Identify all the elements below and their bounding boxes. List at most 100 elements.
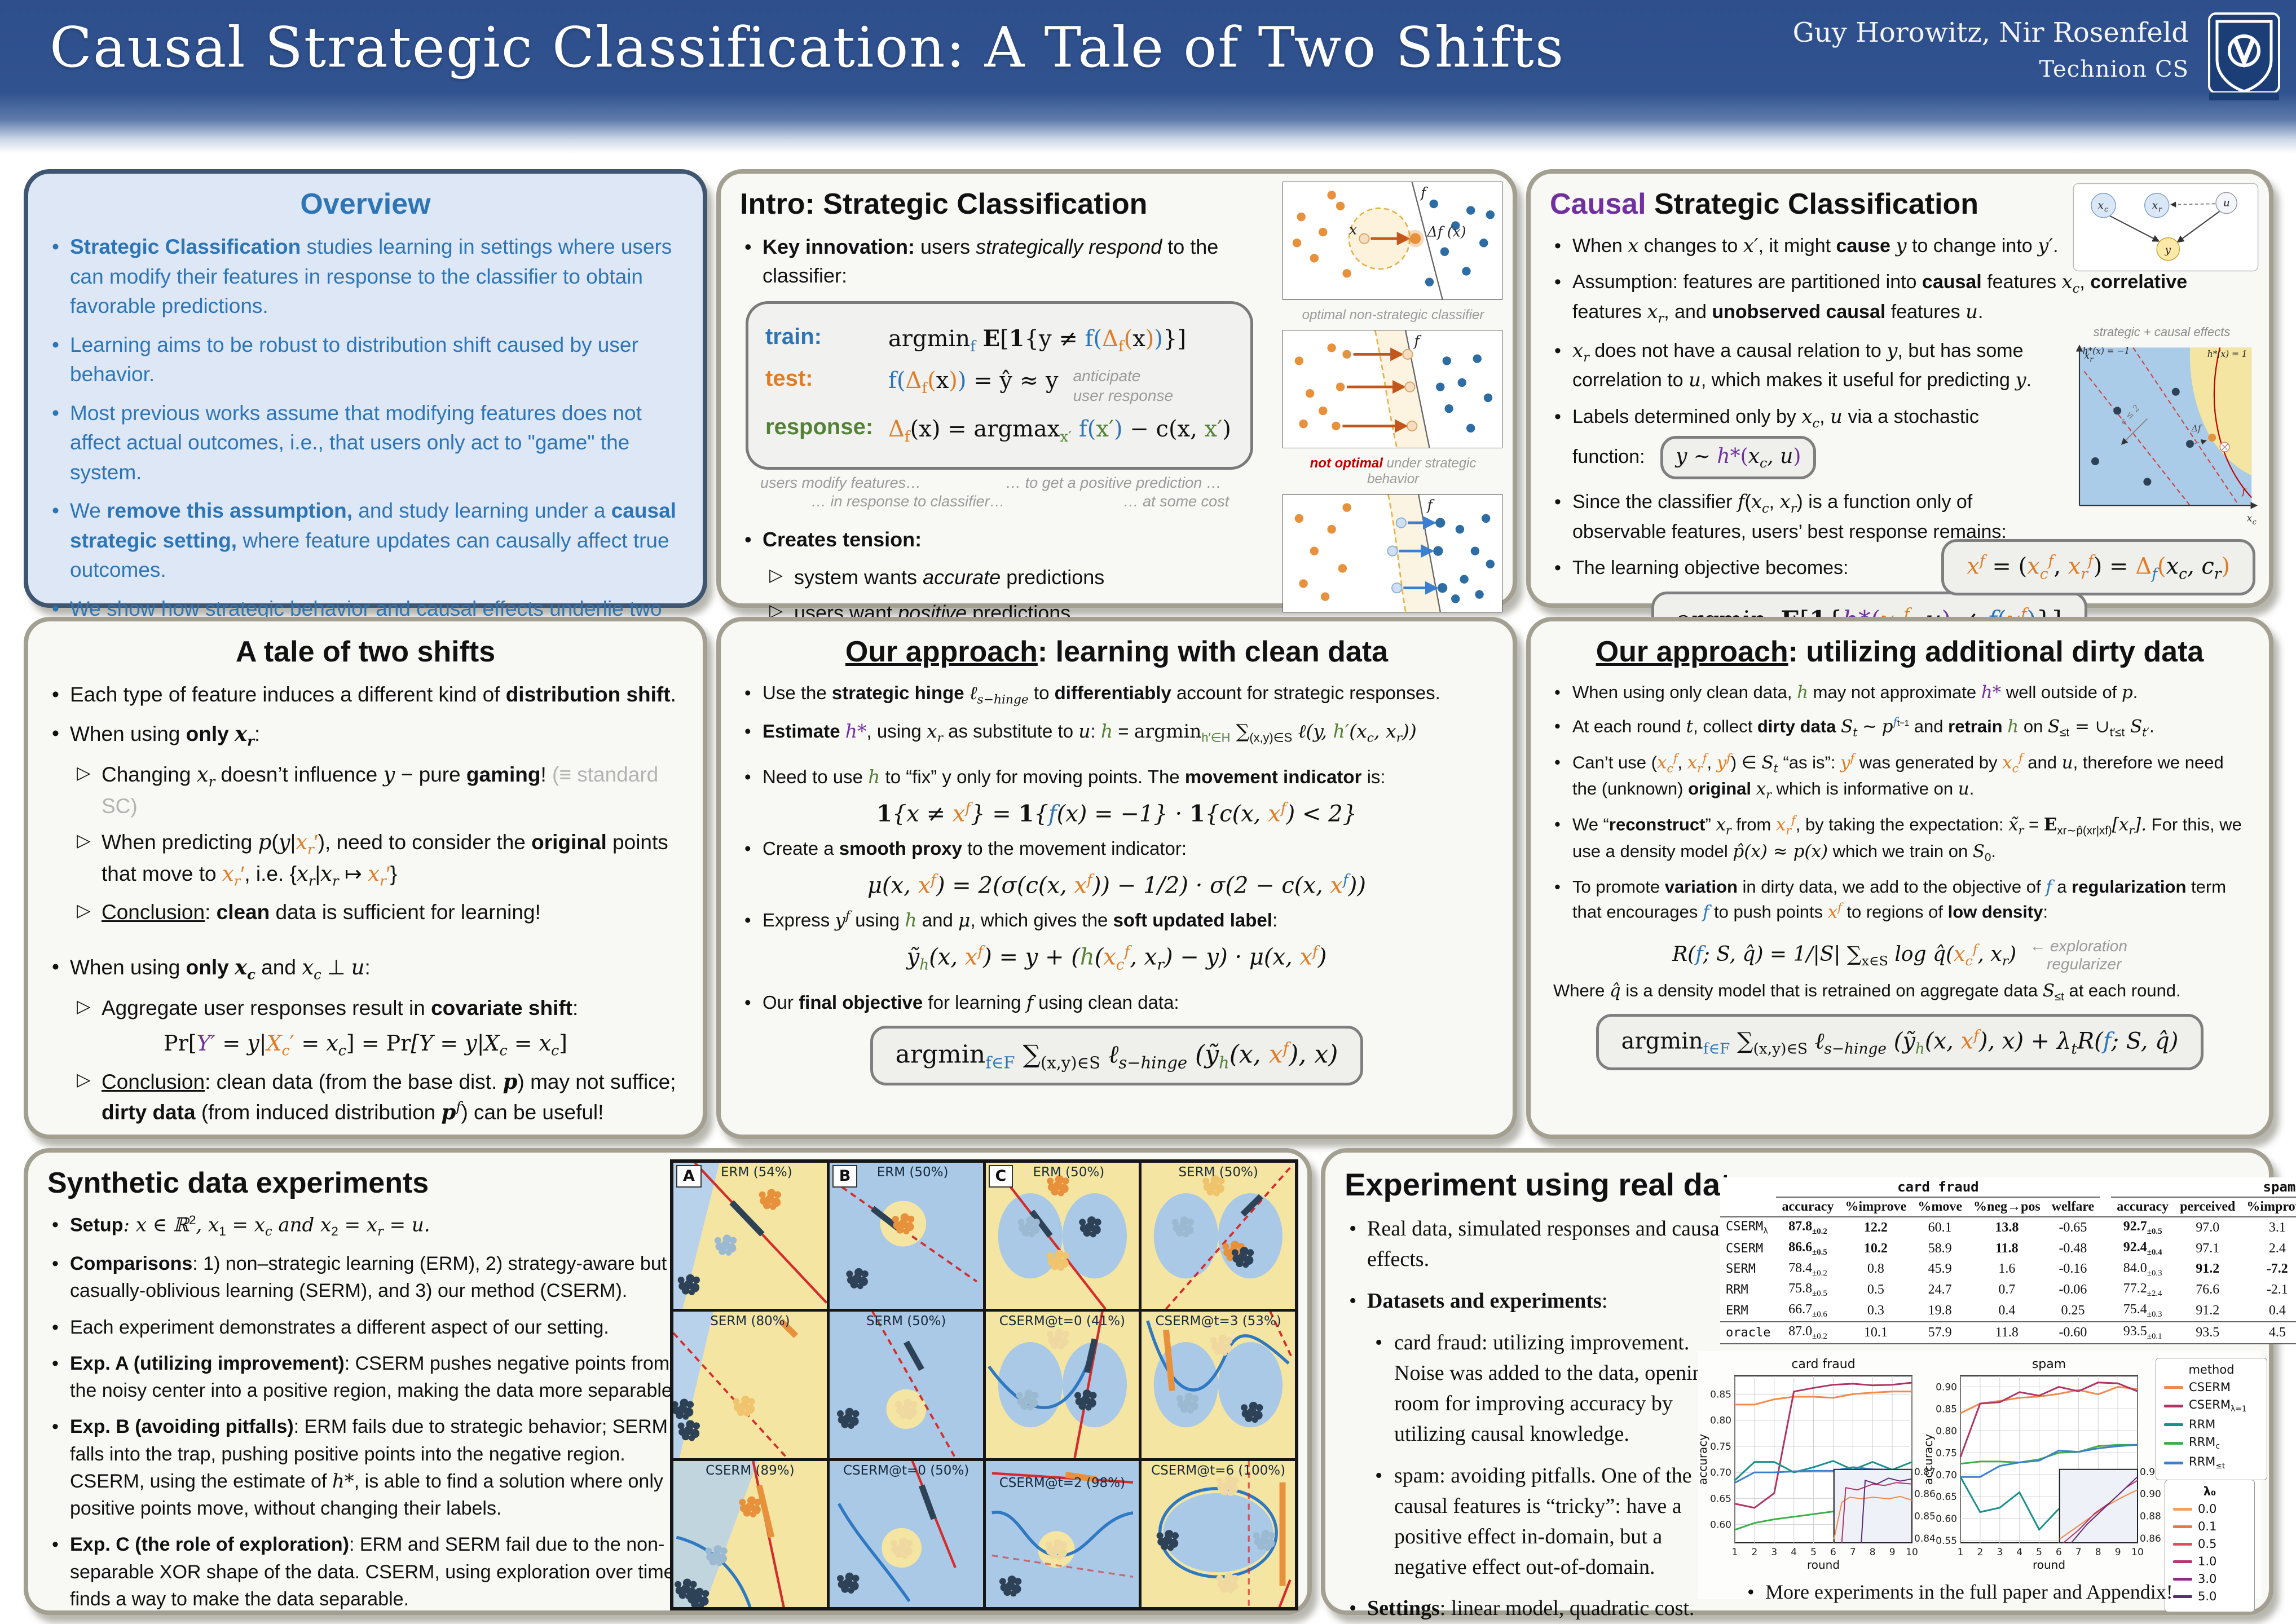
response-row: response: Δf(x) = argmaxx′ f(x′) − c(x, … [765, 414, 1233, 447]
svg-text:2: 2 [1751, 1547, 1757, 1558]
svg-text:8: 8 [2095, 1547, 2101, 1558]
legend-label: CSERMλ=1 [2189, 1398, 2247, 1414]
strategic-causal-figure: h*(x) = −1 h*(x) = 1 c ≤ 2 Δf f x r x c [2075, 345, 2258, 526]
header: Causal Strategic Classification: A Tale … [0, 0, 2296, 153]
clean-bullet: Need to use h to “fix” y only for moving… [740, 764, 1493, 791]
smooth-proxy-formula: μ(x, xf) = 2(σ(c(x, xf)) − 1/2) · σ(2 − … [867, 871, 1366, 899]
svg-text:c: c [2253, 518, 2257, 526]
svg-text:accuracy: accuracy [1923, 1434, 1935, 1485]
delta-label: Δf (x) [1427, 223, 1466, 240]
synthetic-bullet: Exp. C (the role of exploration): ERM an… [47, 1531, 690, 1613]
legend-swatch [2173, 1560, 2192, 1563]
causal-bullet: Assumption: features are partitioned int… [1550, 268, 2250, 328]
x-label: x [1349, 221, 1357, 237]
svg-text:0.60: 0.60 [1936, 1513, 1957, 1525]
causal-bullet: When x changes to x′, it might cause y t… [1550, 232, 2250, 260]
intro-key-bullet: Key innovation: users strategically resp… [740, 232, 1298, 290]
node-u: u [2223, 197, 2230, 209]
panel-title: CSERM (89%) [706, 1463, 795, 1478]
figure-nonstrategic: f x Δf (x) [1283, 182, 1502, 300]
overview-bullet: We remove this assumption, and study lea… [47, 496, 684, 585]
real-bullet: Datasets and experiments: [1345, 1286, 1734, 1317]
real-title: Experiment using real data [1345, 1167, 1748, 1202]
train-formula: argminf E[1{y ≠ f(Δf(x))}] [888, 325, 1187, 356]
annotations-row-1: users modify features… … to get a positi… [743, 474, 1298, 492]
svg-text:3: 3 [1997, 1547, 2003, 1558]
svg-text:round: round [2033, 1558, 2065, 1572]
svg-text:0.88: 0.88 [2140, 1511, 2161, 1522]
diagram-hneg: h*(x) = −1 [2083, 346, 2130, 356]
legend-label: 0.5 [2198, 1537, 2217, 1551]
authors-block: Guy Horowitz, Nir Rosenfeld Technion CS [1792, 17, 2189, 82]
legend-swatch [2173, 1525, 2192, 1528]
axis-xr: x [2084, 350, 2090, 361]
causal-title: Causal Strategic Classification [1550, 188, 1979, 220]
figure-caption: optimal non-strategic classifier [1302, 307, 1484, 323]
node-xc: x [2097, 200, 2104, 211]
svg-text:7: 7 [2075, 1547, 2082, 1558]
svg-text:r: r [2158, 206, 2162, 214]
shifts-subitem: Conclusion: clean data is sufficient for… [47, 898, 684, 928]
real-subbullet: card fraud: utilizing improvement. Noise… [1345, 1328, 1734, 1450]
causal-bullet: The learning objective becomes: [1550, 554, 2034, 582]
more-experiments-bullet: More experiments in the full paper and A… [1743, 1578, 2173, 1607]
annotation: … in response to classifier… [811, 492, 1005, 510]
legend-label: RRMc [2189, 1435, 2220, 1451]
panel-title: SERM (80%) [710, 1314, 790, 1329]
annotation: … at some cost [1123, 492, 1229, 510]
train-label: train: [765, 324, 822, 350]
svg-text:0.90: 0.90 [2140, 1489, 2161, 1500]
panel-title: ERM (50%) [876, 1165, 949, 1180]
test-formula: f(Δf(x)) = ŷ ≈ y [888, 367, 1059, 397]
diagram-f: f [2241, 487, 2246, 497]
intro-figures: f x Δf (x) optimal non-strategic classif… [1283, 182, 1504, 642]
overview-title: Overview [300, 188, 431, 220]
soft-label-formula: ỹh(x, xf) = y + (h(xcf, xr) − y) · μ(x, … [906, 943, 1327, 974]
svg-text:0.65: 0.65 [1710, 1493, 1731, 1504]
causal-bullet: Labels determined only by xc, u via a st… [1550, 403, 2034, 480]
shifts-bullet: Each type of feature induces a different… [47, 680, 684, 710]
legend-label: RRM≤t [2189, 1455, 2226, 1471]
legend-swatch [2173, 1577, 2192, 1581]
lambda-legend: λ₀ 0.0 0.1 0.5 1.0 3.0 5.0 [2165, 1480, 2255, 1612]
movement-indicator-formula: 1{x ≠ xf} = 1{f(x) = −1} · 1{c(x, xf) < … [876, 799, 1358, 827]
intro-panel: Intro: Strategic Classification Key inno… [716, 169, 1517, 665]
svg-text:6: 6 [2056, 1547, 2062, 1558]
svg-text:9: 9 [2115, 1547, 2121, 1558]
shifts-title: A tale of two shifts [235, 636, 496, 668]
grid-panel-c-cserm-t2: CSERM@t=2 (98%) [985, 1460, 1139, 1607]
causal-bullet: xr does not have a causal relation to y,… [1550, 337, 2034, 394]
causal-graph-figure: x c x r u y [2073, 183, 2259, 272]
shifts-panel: A tale of two shifts Each type of featur… [24, 617, 707, 1255]
legend-title: method [2188, 1363, 2235, 1376]
overview-bullet: Learning aims to be robust to distributi… [47, 330, 684, 390]
synthetic-title: Synthetic data experiments [47, 1167, 429, 1199]
real-subbullet: spam: avoiding pitfalls. One of the caus… [1345, 1461, 1734, 1583]
overview-panel: Overview Strategic Classification studie… [24, 169, 707, 816]
grid-panel-c-cserm-t6: CSERM@t=6 (100%) [1142, 1460, 1295, 1607]
synthetic-text: Setup: x ∈ ℝ2, x1 = xc and x2 = xr = u. … [47, 1211, 690, 1613]
causal-panel: Causal Strategic Classification When x c… [1526, 169, 2273, 651]
svg-text:0.65: 0.65 [1936, 1491, 1957, 1503]
svg-text:1: 1 [1732, 1547, 1738, 1558]
panel-title: CSERM@t=3 (53%) [1155, 1314, 1281, 1329]
svg-text:7: 7 [1850, 1547, 1856, 1558]
results-table: card fraud spam accuracy %improve %move %ne… [1720, 1177, 2296, 1344]
dirty-title: Our approach: utilizing additional dirty… [1596, 636, 2204, 668]
method-legend: method CSERM CSERMλ=1 RRM RRMc RRM≤t [2156, 1358, 2267, 1480]
table-group-spam: spam [2111, 1177, 2296, 1198]
legend-label: 1.0 [2198, 1555, 2217, 1568]
svg-text:0.90: 0.90 [1936, 1382, 1957, 1393]
annotation: … to get a positive prediction … [1006, 474, 1222, 491]
dirty-objective-formula: argminf∈F ∑(x,y)∈S ℓs−hinge (ỹh(x, xf), … [1596, 1013, 2204, 1071]
svg-text:accuracy: accuracy [1698, 1434, 1709, 1485]
node-y: y [2165, 244, 2171, 256]
legend-swatch [2173, 1507, 2192, 1511]
svg-text:0.70: 0.70 [1710, 1467, 1731, 1479]
panel-letter: A [676, 1165, 702, 1188]
legend-label: 5.0 [2198, 1590, 2217, 1603]
results-table-wrap: card fraud spam accuracy %improve %move %ne… [1720, 1177, 2296, 1344]
diagram-hpos: h*(x) = 1 [2207, 349, 2247, 359]
grid-panel-c-erm: C ERM (50%) [985, 1163, 1139, 1309]
real-charts: 1 2 3 4 5 6 7 8 9 10 0.60 0.65 0.70 0.75 0.80 0.85 0.87 0… [1698, 1351, 2267, 1612]
